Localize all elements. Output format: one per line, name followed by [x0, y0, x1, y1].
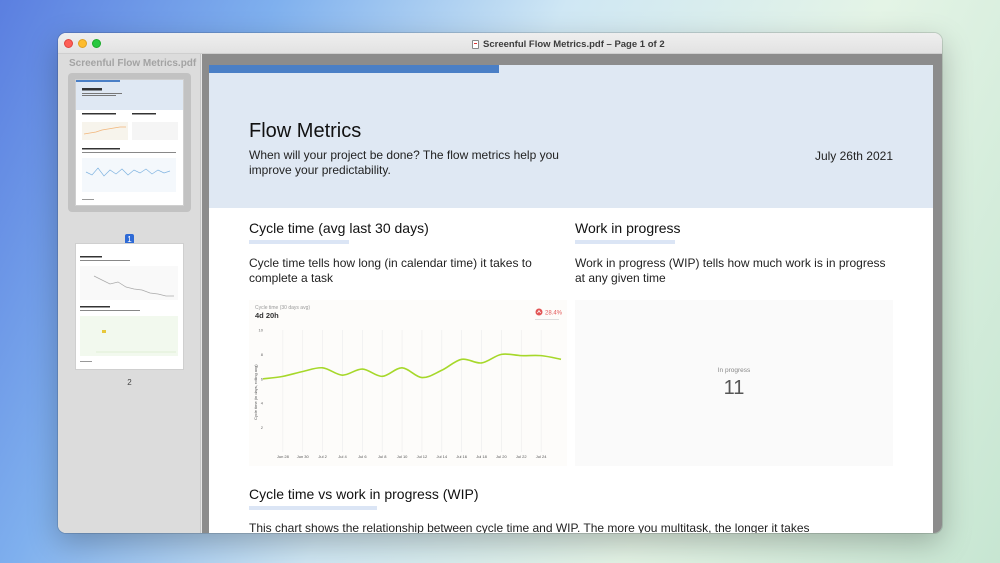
pdf-document-icon	[472, 39, 479, 49]
report-date: July 26th 2021	[814, 149, 893, 163]
x-tick-label: Jul 20	[496, 454, 507, 459]
x-tick-label: Jun 30	[297, 454, 310, 459]
wip-description: Work in progress (WIP) tells how much wo…	[575, 256, 886, 285]
wip-card: In progress 11	[575, 300, 893, 466]
y-tick-label: 8	[261, 352, 264, 357]
wip-card-label: In progress	[717, 367, 751, 374]
x-tick-label: Jul 24	[536, 454, 547, 459]
x-tick-label: Jul 18	[476, 454, 487, 459]
x-tick-label: Jul 6	[358, 454, 367, 459]
cycle-vs-wip-heading: Cycle time vs work in progress (WIP)	[249, 486, 479, 502]
chart-gridlines	[282, 330, 542, 452]
x-tick-label: Jul 4	[338, 454, 347, 459]
change-caption-line	[535, 319, 559, 320]
document-viewer[interactable]: Flow Metrics When will your project be d…	[202, 54, 942, 533]
x-tick-label: Jul 10	[397, 454, 408, 459]
chart-title: Cycle time (30 days avg)	[255, 305, 310, 311]
cycle-time-heading: Cycle time (avg last 30 days)	[249, 220, 429, 236]
cycle-time-description: Cycle time tells how long (in calendar t…	[249, 256, 532, 285]
x-tick-label: Jul 22	[516, 454, 527, 459]
x-axis-ticks: Jun 28 Jun 30 Jul 2 Jul 4 Jul 6 Jul 8 Jul 10 Ju…	[277, 454, 547, 459]
y-axis-ticks: 10 8 6 4 2	[259, 328, 264, 431]
minimize-window-button[interactable]	[78, 39, 87, 48]
window-title-text: Screenful Flow Metrics.pdf – Page 1 of 2	[483, 38, 665, 50]
thumbnail-page-1-preview	[76, 80, 183, 200]
preview-window: Screenful Flow Metrics.pdf – Page 1 of 2…	[58, 33, 942, 533]
thumbnail-page-2[interactable]	[76, 244, 183, 369]
thumbnail-page-2-number: 2	[127, 378, 132, 387]
x-tick-label: Jun 28	[277, 454, 290, 459]
pdf-page: Flow Metrics When will your project be d…	[209, 65, 933, 533]
y-tick-label: 10	[259, 328, 264, 333]
chart-change-percent: 28.4%	[545, 311, 563, 317]
close-window-button[interactable]	[64, 39, 73, 48]
page-header: Flow Metrics When will your project be d…	[209, 65, 933, 208]
cycle-vs-wip-description: This chart shows the relationship betwee…	[249, 521, 810, 533]
y-tick-label: 2	[261, 425, 264, 430]
page-title: Flow Metrics	[249, 120, 362, 142]
chart-headline-value: 4d 20h	[255, 311, 279, 320]
wip-heading-rule	[575, 240, 675, 244]
page-subtitle: When will your project be done? The flow…	[249, 148, 559, 177]
x-tick-label: Jul 12	[417, 454, 428, 459]
sidebar-document-title: Screenful Flow Metrics.pdf	[69, 58, 197, 69]
wip-card-value: 11	[723, 377, 745, 399]
x-tick-label: Jul 14	[436, 454, 447, 459]
change-up-arrow-icon	[535, 308, 543, 316]
window-title: Screenful Flow Metrics.pdf – Page 1 of 2	[472, 37, 665, 51]
y-tick-label: 4	[261, 401, 264, 406]
arrow-up-glyph-icon	[537, 309, 541, 314]
thumbnail-page-1[interactable]	[76, 80, 183, 205]
cycle-vs-wip-heading-rule	[249, 506, 377, 510]
thumbnail-sidebar: Screenful Flow Metrics.pdf	[58, 54, 201, 533]
cycle-time-chart-svg: Cycle time (30 days avg) 4d 20h 28.4% Cy…	[253, 305, 563, 459]
thumbnail-page-1-selection[interactable]	[68, 73, 191, 212]
cycle-time-heading-rule	[249, 240, 349, 244]
title-bar: Screenful Flow Metrics.pdf – Page 1 of 2	[58, 33, 942, 54]
x-tick-label: Jul 16	[456, 454, 467, 459]
y-tick-label: 6	[261, 376, 264, 381]
y-axis-label: Cycle time (in days, rolling avg)	[253, 364, 258, 420]
x-tick-label: Jul 8	[378, 454, 387, 459]
thumbnail-page-1-number: 1	[125, 234, 134, 245]
zoom-window-button[interactable]	[92, 39, 101, 48]
header-accent-bar	[209, 65, 499, 73]
wip-heading: Work in progress	[575, 220, 681, 236]
cycle-time-series-line	[262, 353, 562, 380]
cycle-time-chart: Cycle time (30 days avg) 4d 20h 28.4% Cy…	[249, 300, 567, 466]
x-tick-label: Jul 2	[318, 454, 327, 459]
thumbnail-page-2-preview	[80, 256, 178, 362]
